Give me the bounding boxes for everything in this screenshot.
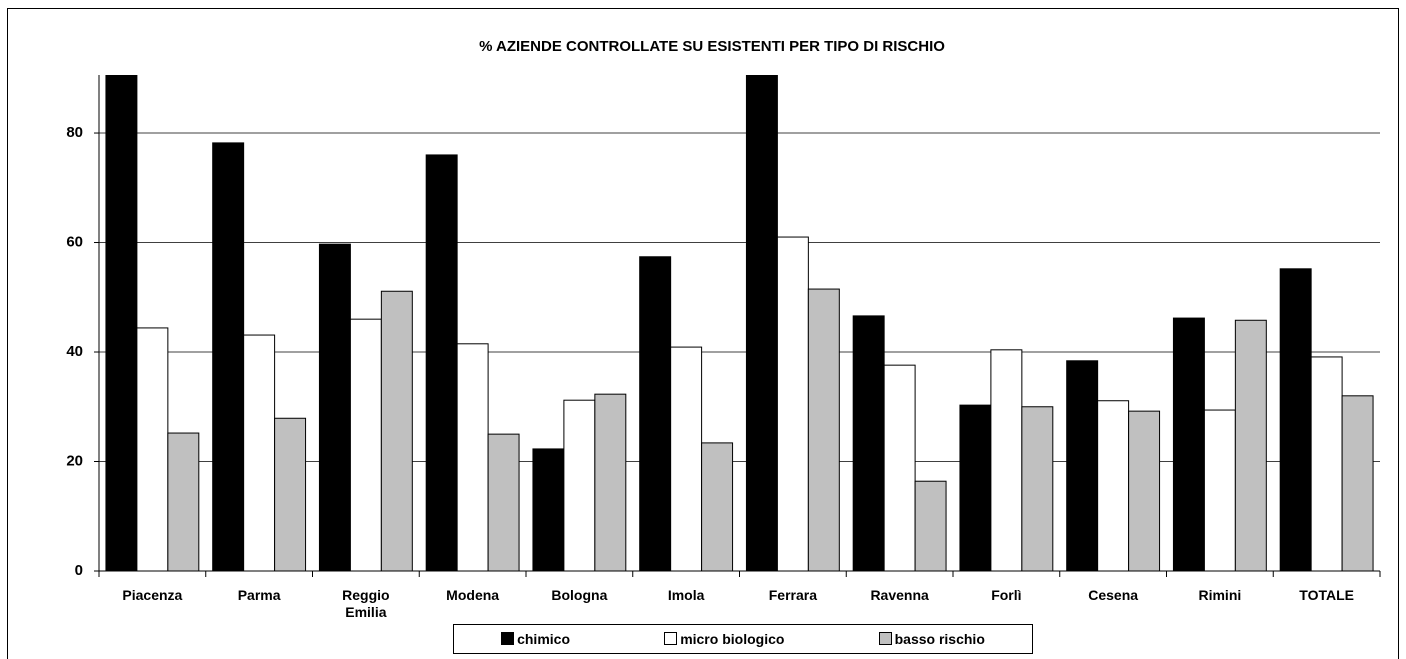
x-tick-label: Piacenza <box>122 587 183 603</box>
legend-item: micro biologico <box>664 631 784 647</box>
legend-swatch <box>878 632 892 645</box>
frame <box>7 8 1399 659</box>
x-tick-label: Rimini <box>1198 587 1242 603</box>
bar <box>1066 360 1099 572</box>
bar <box>105 75 138 572</box>
x-tick-label: Reggio Emilia <box>342 587 390 620</box>
bar <box>563 399 596 572</box>
bar <box>914 480 947 572</box>
y-tick-label: 20 <box>66 452 83 469</box>
y-tick-label: 80 <box>66 124 83 141</box>
y-tick-label: 0 <box>75 562 83 579</box>
bar <box>959 404 992 572</box>
legend-label: chimico <box>517 631 570 647</box>
bar <box>380 290 413 572</box>
bar <box>701 442 734 572</box>
bar <box>1021 406 1054 572</box>
bar <box>1234 319 1267 572</box>
bar <box>990 349 1023 572</box>
bar <box>167 432 200 572</box>
x-tick-label: Imola <box>667 587 705 603</box>
bar <box>136 327 169 572</box>
bar <box>1172 317 1205 572</box>
legend-swatch <box>501 632 515 645</box>
bar <box>1097 400 1130 572</box>
bar <box>670 346 703 572</box>
bar <box>212 142 245 572</box>
x-tick-label: Modena <box>446 587 500 603</box>
bar <box>745 75 778 572</box>
bar <box>274 417 307 572</box>
x-tick-label: TOTALE <box>1299 587 1354 603</box>
x-tick-label: Ferrara <box>768 587 817 603</box>
bar <box>1128 410 1161 572</box>
bar <box>807 288 840 572</box>
legend-item: basso rischio <box>878 631 985 647</box>
x-tick-label: Ravenna <box>870 587 929 603</box>
bar <box>532 448 565 572</box>
legend-label: micro biologico <box>680 631 785 647</box>
bar <box>883 364 916 572</box>
bar <box>639 256 672 572</box>
legend-swatch <box>664 632 678 645</box>
bars <box>105 75 1374 572</box>
bar <box>318 243 351 572</box>
bar <box>349 318 382 572</box>
legend: chimico micro biologico basso rischio <box>453 624 1033 654</box>
bar <box>1310 356 1343 572</box>
y-tick-label: 40 <box>66 343 83 360</box>
bar <box>594 393 627 572</box>
bar <box>1341 395 1374 572</box>
bar <box>425 154 458 572</box>
bar <box>1279 268 1312 572</box>
x-tick-label: Bologna <box>551 587 608 603</box>
bar <box>1203 409 1236 572</box>
bar <box>456 343 489 572</box>
bar <box>852 315 885 572</box>
legend-label: basso rischio <box>894 631 985 647</box>
x-tick-label: Cesena <box>1088 587 1139 603</box>
legend-item: chimico <box>501 631 570 647</box>
x-tick-label: Parma <box>237 587 281 603</box>
x-tick-label: Forlì <box>991 587 1022 603</box>
bar <box>487 433 520 572</box>
bar <box>243 334 276 572</box>
chart-title: % AZIENDE CONTROLLATE SU ESISTENTI PER T… <box>479 38 945 55</box>
y-tick-label: 60 <box>66 233 83 250</box>
bar <box>776 236 809 572</box>
